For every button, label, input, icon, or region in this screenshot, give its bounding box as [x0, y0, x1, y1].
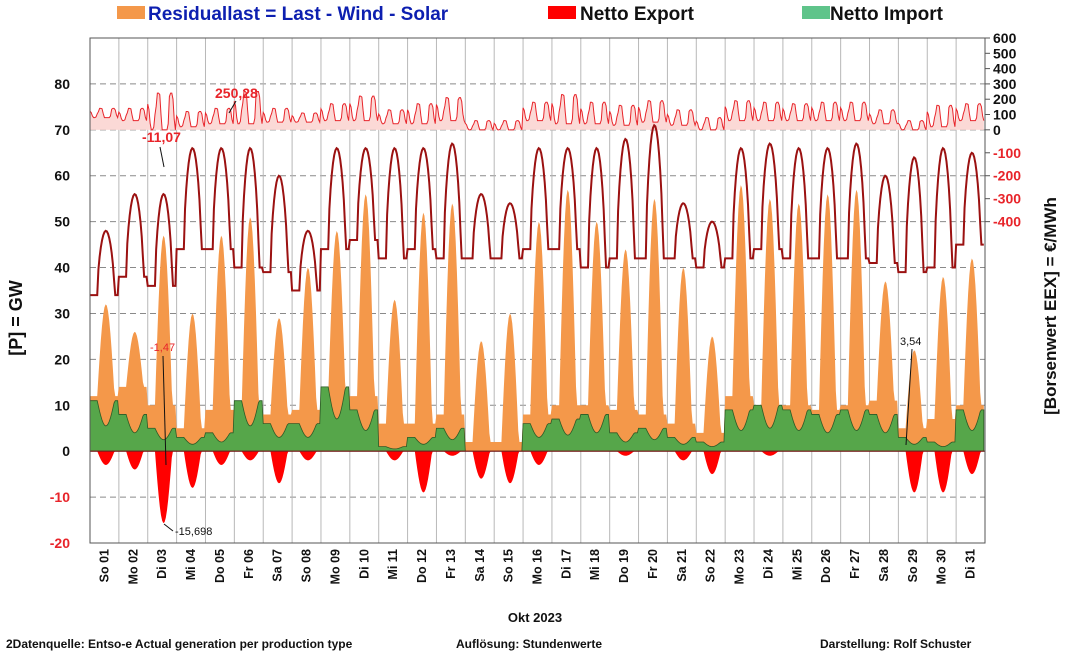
x-tick-label: Do 19 — [617, 549, 631, 583]
x-tick-label: So 29 — [906, 549, 920, 582]
left-tick-label: -20 — [50, 535, 70, 551]
annotation-import-leader — [905, 348, 913, 446]
right-tick-label: -100 — [993, 145, 1021, 161]
footer-resolution: Auflösung: Stundenwerte — [456, 637, 602, 651]
plot-frame — [89, 37, 986, 544]
right-tick-label: 100 — [993, 107, 1017, 123]
annotation-export-min-leader — [163, 523, 174, 532]
right-tick-label: -200 — [993, 168, 1021, 184]
x-tick-label: Mi 25 — [790, 549, 804, 580]
x-tick-label: Do 12 — [415, 549, 429, 583]
annotation-price-min-leader — [159, 146, 165, 168]
right-tick-label: 300 — [993, 76, 1017, 92]
legend-export-swatch — [548, 6, 576, 19]
right-tick-label: 400 — [993, 61, 1017, 77]
annotation-neg-small: -1,47 — [150, 342, 175, 354]
left-tick-label: 50 — [54, 214, 70, 230]
x-tick-label: Sa 14 — [473, 549, 487, 582]
x-tick-label: Fr 20 — [646, 549, 660, 579]
annotation-export-min: -15,698 — [175, 526, 212, 538]
x-tick-label: Mo 30 — [935, 549, 949, 584]
residual-area — [90, 185, 984, 452]
x-tick-label: Fr 27 — [848, 549, 862, 579]
load-line — [90, 123, 984, 297]
left-tick-label: 70 — [54, 122, 70, 138]
left-tick-label: 20 — [54, 351, 70, 367]
left-tick-label: 80 — [54, 76, 70, 92]
price-fill — [90, 91, 984, 130]
x-axis-title: Okt 2023 — [508, 610, 562, 625]
x-tick-label: Mi 04 — [184, 549, 198, 580]
annotations: 250,28 -11,07 -1,47 -15,698 3,54 — [142, 85, 921, 538]
x-tick-label: Do 26 — [819, 549, 833, 583]
x-tick-label: Fr 06 — [242, 549, 256, 579]
x-tick-label: Di 24 — [761, 549, 775, 579]
frame — [89, 37, 986, 544]
left-tick-label: -10 — [50, 489, 70, 505]
footer-source: 2Datenquelle: Entso-e Actual generation … — [6, 637, 353, 651]
price-line — [89, 91, 985, 132]
x-tick-label: Di 03 — [155, 549, 169, 579]
right-tick-label: -300 — [993, 191, 1021, 207]
legend-residual-label: Residuallast = Last - Wind - Solar — [148, 4, 449, 25]
x-tick-label: Di 10 — [357, 549, 371, 579]
left-tick-label: 40 — [54, 260, 70, 276]
x-tick-label: Mo 16 — [531, 549, 545, 584]
left-axis-title: [P] = GW — [6, 280, 26, 356]
legend-residual-swatch — [117, 6, 145, 19]
right-tick-label: 500 — [993, 45, 1017, 61]
annotation-price-max-leader — [228, 100, 237, 114]
x-tick-label: Do 05 — [213, 549, 227, 583]
x-tick-label: Mo 23 — [733, 549, 747, 584]
x-tick-label: So 15 — [502, 549, 516, 582]
annotation-import: 3,54 — [900, 336, 921, 348]
x-tick-label: Di 31 — [964, 549, 978, 579]
x-tick-label: Mi 11 — [386, 549, 400, 580]
x-tick-label: Sa 07 — [271, 549, 285, 582]
right-tick-label: -400 — [993, 214, 1021, 230]
footer: 2Datenquelle: Entso-e Actual generation … — [6, 637, 972, 651]
legend-import-label: Netto Import — [830, 4, 944, 25]
x-tick-label: So 01 — [97, 549, 111, 582]
legend-import-swatch — [802, 6, 830, 19]
export-area — [90, 451, 984, 524]
x-tick-label: Fr 13 — [444, 549, 458, 579]
right-tick-label: 600 — [993, 30, 1017, 46]
x-tick-label: So 22 — [704, 549, 718, 582]
left-axis-ticks: -20 -10 0 10 20 30 40 50 60 70 80 — [50, 76, 70, 551]
x-tick-label: Mi 18 — [588, 549, 602, 580]
x-tick-label: So 08 — [300, 549, 314, 582]
left-tick-label: 0 — [62, 443, 70, 459]
x-axis-ticks: So 01 Mo 02 Di 03 Mi 04 Do 05 Fr 06 Sa 07 So 08… — [97, 549, 977, 584]
x-tick-label: Sa 21 — [675, 549, 689, 582]
right-tick-label: 0 — [993, 122, 1001, 138]
import-area — [89, 386, 985, 452]
x-tick-label: Mo 02 — [126, 549, 140, 584]
left-tick-label: 60 — [54, 168, 70, 184]
series-layer — [89, 91, 985, 524]
x-tick-label: Di 17 — [559, 549, 573, 579]
annotation-price-max: 250,28 — [215, 85, 258, 101]
right-tick-label: 200 — [993, 91, 1017, 107]
x-tick-label: Mo 09 — [328, 549, 342, 584]
x-tick-label: Sa 28 — [877, 549, 891, 582]
legend: Residuallast = Last - Wind - Solar Netto… — [117, 4, 944, 25]
left-tick-label: 10 — [54, 397, 70, 413]
annotation-neg-small-leader — [162, 355, 167, 466]
left-tick-label: 30 — [54, 305, 70, 321]
annotation-price-min: -11,07 — [142, 129, 181, 145]
right-axis-title: [Borsenwert EEX] = €/MWh — [1041, 197, 1060, 415]
legend-export-label: Netto Export — [580, 4, 695, 25]
footer-author: Darstellung: Rolf Schuster — [820, 637, 972, 651]
